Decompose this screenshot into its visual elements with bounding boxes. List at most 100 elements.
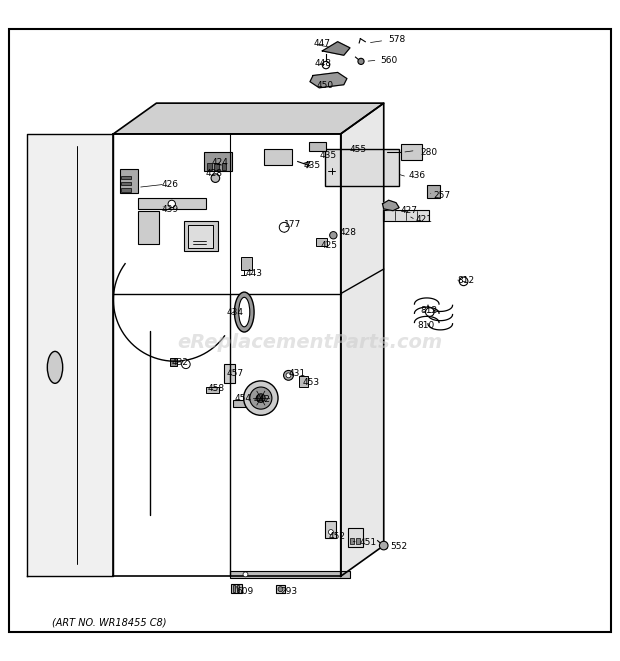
Text: 452: 452 (329, 532, 345, 541)
Text: 443: 443 (246, 270, 262, 278)
Bar (207, 163, 211, 169)
Text: 457: 457 (227, 369, 244, 378)
Text: 257: 257 (433, 191, 450, 200)
Text: eReplacementParts.com: eReplacementParts.com (177, 333, 443, 352)
Circle shape (286, 373, 291, 378)
Text: 812: 812 (458, 276, 474, 285)
Bar (326, 521, 337, 538)
Bar (224, 364, 235, 383)
Text: 454: 454 (235, 393, 252, 403)
Text: 552: 552 (390, 542, 407, 551)
Bar (206, 387, 219, 393)
Bar (299, 376, 308, 387)
Bar (214, 163, 219, 169)
Bar (231, 584, 242, 594)
Circle shape (244, 381, 278, 415)
Text: 435: 435 (319, 151, 336, 160)
Text: 280: 280 (420, 148, 438, 157)
Text: 453: 453 (303, 378, 320, 387)
Circle shape (379, 541, 388, 550)
Circle shape (330, 231, 337, 239)
Polygon shape (27, 134, 113, 576)
Bar (184, 221, 218, 251)
Polygon shape (383, 200, 399, 211)
Ellipse shape (239, 297, 250, 327)
Text: 447: 447 (313, 39, 330, 48)
Bar (138, 198, 206, 210)
Bar (276, 585, 285, 594)
Circle shape (250, 387, 272, 409)
Circle shape (182, 360, 190, 369)
Circle shape (168, 200, 175, 208)
Polygon shape (113, 103, 384, 134)
Bar (237, 585, 239, 592)
Bar (122, 188, 131, 192)
Circle shape (459, 277, 468, 286)
Circle shape (329, 529, 334, 535)
Bar (120, 169, 138, 194)
Text: 450: 450 (316, 81, 334, 91)
Text: 458: 458 (207, 385, 224, 393)
Polygon shape (341, 103, 384, 576)
Text: 451: 451 (359, 538, 376, 547)
Text: 439: 439 (161, 205, 179, 214)
Bar (316, 239, 327, 246)
Bar (401, 144, 422, 160)
Text: 560: 560 (380, 56, 397, 65)
Text: 427: 427 (401, 206, 418, 215)
Circle shape (257, 394, 265, 403)
Bar (122, 176, 131, 179)
Bar (427, 185, 440, 198)
Circle shape (425, 308, 434, 317)
Bar (230, 571, 350, 578)
Text: 812: 812 (420, 306, 438, 315)
Text: 421: 421 (415, 215, 433, 224)
Circle shape (322, 61, 330, 69)
Bar (233, 400, 258, 407)
Bar (356, 538, 360, 544)
Text: 177: 177 (284, 219, 301, 229)
Text: 435: 435 (304, 161, 321, 171)
Text: 428: 428 (206, 169, 223, 178)
Text: 425: 425 (321, 241, 338, 251)
Bar (205, 152, 232, 171)
Bar (221, 163, 226, 169)
Circle shape (278, 587, 283, 592)
Circle shape (279, 222, 289, 232)
Circle shape (283, 370, 293, 380)
Text: 448: 448 (315, 59, 332, 67)
Text: 434: 434 (227, 307, 244, 317)
Text: 436: 436 (409, 171, 425, 180)
Bar (241, 256, 252, 270)
Text: 424: 424 (211, 158, 229, 167)
Ellipse shape (234, 292, 254, 332)
Text: 293: 293 (280, 587, 298, 596)
Text: 426: 426 (161, 180, 179, 189)
Bar (264, 149, 291, 165)
Circle shape (243, 572, 248, 577)
Text: (ART NO. WR18455 C8): (ART NO. WR18455 C8) (52, 617, 166, 627)
Text: 428: 428 (340, 227, 356, 237)
Circle shape (211, 174, 219, 182)
Text: 609: 609 (236, 587, 254, 596)
Polygon shape (113, 134, 341, 576)
Bar (122, 182, 131, 186)
Bar (170, 358, 177, 366)
Text: 432: 432 (172, 358, 188, 367)
Bar (348, 528, 363, 547)
Bar (309, 142, 326, 151)
Bar (232, 585, 235, 592)
Ellipse shape (47, 352, 63, 383)
Text: 810: 810 (417, 321, 435, 330)
Bar (326, 149, 399, 186)
Text: 442: 442 (254, 395, 270, 404)
Text: 455: 455 (350, 145, 367, 154)
Circle shape (358, 58, 364, 64)
Text: 431: 431 (288, 369, 306, 378)
Text: 578: 578 (389, 36, 406, 44)
Polygon shape (310, 73, 347, 88)
Bar (350, 538, 353, 544)
Bar (138, 211, 159, 245)
Polygon shape (322, 42, 350, 56)
Bar (188, 225, 213, 248)
